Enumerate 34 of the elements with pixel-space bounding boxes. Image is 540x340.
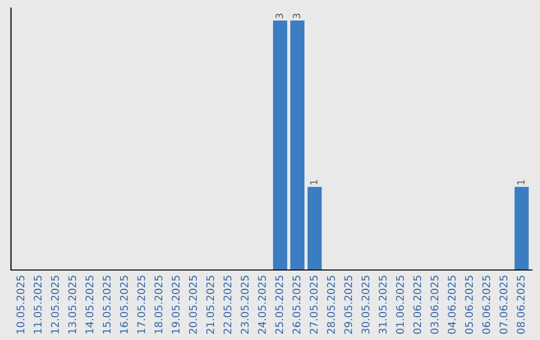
x-tick-label: 06.06.2025 bbox=[482, 276, 490, 334]
x-tick-label: 17.05.2025 bbox=[137, 276, 146, 334]
x-tick-label: 29.05.2025 bbox=[344, 276, 352, 334]
x-tick-label: 08.06.2025 bbox=[516, 276, 525, 334]
x-tick-label: 01.06.2025 bbox=[396, 276, 404, 334]
x-tick-label: 02.06.2025 bbox=[413, 276, 422, 334]
x-tick-label: 14.05.2025 bbox=[86, 276, 94, 334]
data-label: 3 bbox=[276, 14, 283, 18]
x-tick-label: 25.05.2025 bbox=[275, 276, 284, 334]
x-tick-label: 05.06.2025 bbox=[465, 276, 473, 334]
x-tick-label: 07.06.2025 bbox=[500, 276, 508, 334]
x-tick-label: 23.05.2025 bbox=[240, 276, 249, 334]
x-tick-label: 10.05.2025 bbox=[16, 276, 24, 334]
x-tick-label: 30.05.2025 bbox=[362, 276, 370, 334]
x-tick-label: 11.05.2025 bbox=[34, 276, 42, 334]
x-tick-label: 28.05.2025 bbox=[327, 276, 335, 334]
x-tick-label: 21.05.2025 bbox=[206, 276, 214, 334]
x-tick-label: 27.05.2025 bbox=[310, 276, 318, 334]
x-tick-label: 15.05.2025 bbox=[102, 276, 111, 334]
x-tick-label: 31.05.2025 bbox=[378, 276, 387, 334]
x-tick-label: 03.06.2025 bbox=[430, 276, 438, 334]
data-label: 1 bbox=[517, 180, 524, 184]
x-tick-label: 26.05.2025 bbox=[292, 276, 300, 334]
x-tick-label: 13.05.2025 bbox=[68, 276, 76, 334]
x-tick-label: 19.05.2025 bbox=[172, 276, 180, 334]
x-tick-label: 18.05.2025 bbox=[154, 276, 162, 334]
data-label: 3 bbox=[292, 14, 300, 18]
x-tick-label: 04.06.2025 bbox=[448, 276, 456, 334]
x-tick-label: 24.05.2025 bbox=[258, 276, 266, 334]
x-tick-label: 16.05.2025 bbox=[120, 276, 128, 334]
x-tick-label: 20.05.2025 bbox=[189, 276, 197, 334]
x-tick-label: 12.05.2025 bbox=[51, 276, 59, 334]
data-label: 1 bbox=[310, 180, 318, 184]
x-tick-label: 22.05.2025 bbox=[224, 276, 232, 334]
